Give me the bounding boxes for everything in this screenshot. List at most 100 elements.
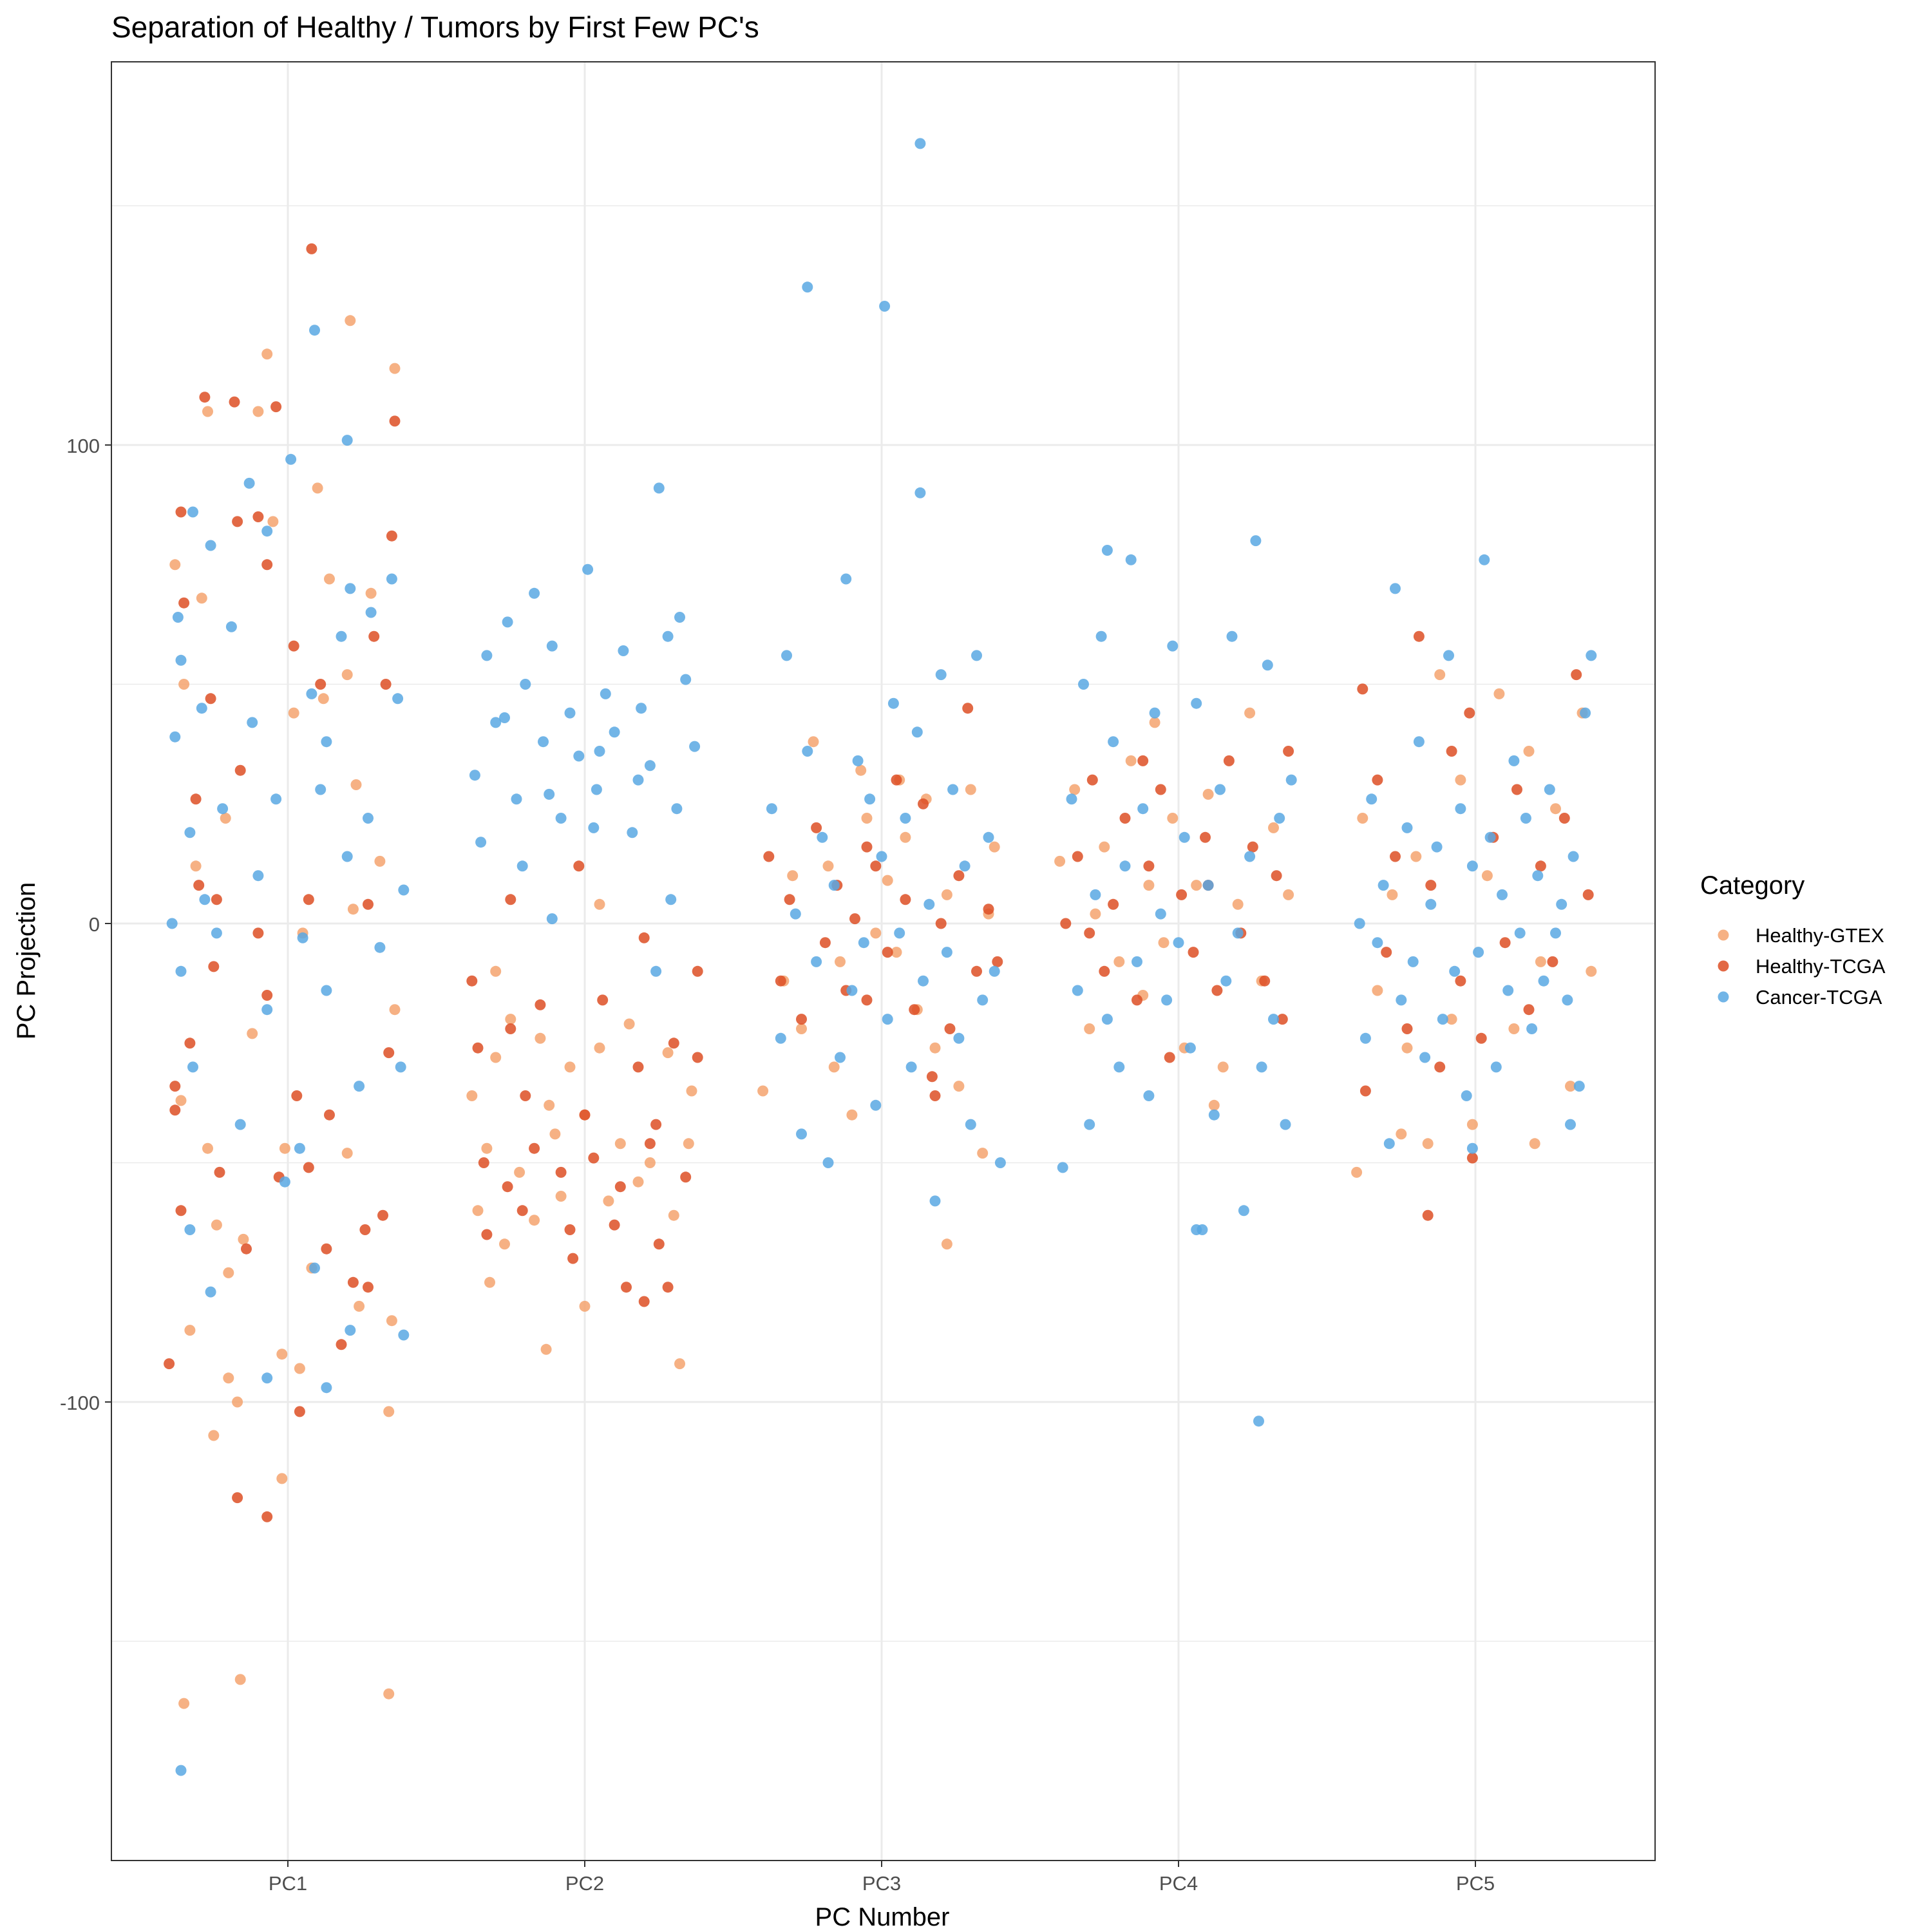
data-point-healthy-gtex <box>941 1238 952 1250</box>
data-point-healthy-gtex <box>668 1209 679 1221</box>
data-point-cancer-tcga <box>1161 994 1173 1006</box>
data-point-healthy-tcga <box>234 764 246 776</box>
data-point-cancer-tcga <box>876 851 887 862</box>
data-point-healthy-tcga <box>1390 851 1401 862</box>
data-point-cancer-tcga <box>345 1325 356 1336</box>
data-point-healthy-tcga <box>638 932 650 943</box>
data-point-cancer-tcga <box>1262 659 1273 671</box>
data-point-cancer-tcga <box>564 707 576 719</box>
data-point-cancer-tcga <box>481 650 493 661</box>
data-point-healthy-gtex <box>514 1166 526 1178</box>
data-point-cancer-tcga <box>172 612 184 623</box>
data-point-healthy-tcga <box>169 1081 181 1092</box>
data-point-cancer-tcga <box>321 1382 332 1394</box>
data-point-cancer-tcga <box>594 746 605 757</box>
data-point-cancer-tcga <box>852 755 864 766</box>
data-point-healthy-tcga <box>288 640 299 652</box>
data-point-healthy-gtex <box>989 841 1000 853</box>
data-point-healthy-tcga <box>900 894 911 905</box>
data-point-cancer-tcga <box>1132 956 1142 967</box>
data-point-cancer-tcga <box>1413 736 1425 748</box>
data-point-healthy-tcga <box>363 898 374 910</box>
data-point-cancer-tcga <box>285 453 297 465</box>
data-point-cancer-tcga <box>1473 947 1484 958</box>
data-point-healthy-tcga <box>1558 813 1570 824</box>
data-point-cancer-tcga <box>1072 985 1083 996</box>
data-point-cancer-tcga <box>1359 1032 1371 1044</box>
data-point-healthy-tcga <box>1108 898 1119 910</box>
data-point-healthy-tcga <box>336 1339 347 1350</box>
data-point-healthy-tcga <box>1247 841 1258 853</box>
data-point-healthy-tcga <box>261 990 273 1001</box>
data-point-cancer-tcga <box>989 965 1000 977</box>
data-point-healthy-gtex <box>1466 1119 1478 1130</box>
data-point-cancer-tcga <box>315 784 327 795</box>
data-point-cancer-tcga <box>1425 898 1437 910</box>
data-point-cancer-tcga <box>1253 1416 1264 1427</box>
data-point-healthy-tcga <box>692 1052 703 1063</box>
data-point-healthy-tcga <box>1223 755 1235 766</box>
data-point-cancer-tcga <box>252 870 264 882</box>
data-point-cancer-tcga <box>680 674 692 685</box>
data-point-healthy-gtex <box>1565 1081 1576 1092</box>
data-point-healthy-tcga <box>193 880 205 891</box>
data-point-healthy-tcga <box>1381 947 1392 958</box>
data-point-cancer-tcga <box>1520 813 1531 824</box>
data-point-cancer-tcga <box>1179 831 1190 843</box>
data-point-cancer-tcga <box>900 813 911 824</box>
x-axis-title: PC Number <box>815 1903 950 1931</box>
data-point-cancer-tcga <box>1191 697 1202 709</box>
data-point-cancer-tcga <box>392 693 404 705</box>
data-point-cancer-tcga <box>1101 1014 1113 1025</box>
data-point-healthy-tcga <box>291 1090 303 1101</box>
data-point-healthy-tcga <box>819 937 831 949</box>
data-point-healthy-gtex <box>1158 937 1170 949</box>
data-point-healthy-tcga <box>164 1358 175 1370</box>
x-tick-label: PC5 <box>1456 1872 1495 1895</box>
data-point-healthy-gtex <box>1401 1042 1413 1054</box>
data-point-healthy-gtex <box>891 947 902 958</box>
data-point-healthy-tcga <box>573 860 585 872</box>
data-point-healthy-gtex <box>208 1430 220 1441</box>
data-point-cancer-tcga <box>1490 1061 1502 1073</box>
data-point-healthy-tcga <box>1466 1152 1478 1164</box>
data-point-cancer-tcga <box>1526 1023 1538 1034</box>
data-point-healthy-gtex <box>1455 774 1466 786</box>
data-point-cancer-tcga <box>1208 1109 1220 1121</box>
data-point-healthy-gtex <box>977 1148 989 1159</box>
data-point-cancer-tcga <box>632 774 644 786</box>
data-point-healthy-tcga <box>1511 784 1522 795</box>
data-point-healthy-tcga <box>529 1142 540 1154</box>
data-point-healthy-tcga <box>516 1205 528 1217</box>
data-point-healthy-tcga <box>481 1229 493 1240</box>
data-point-healthy-tcga <box>315 679 327 690</box>
data-point-cancer-tcga <box>1066 793 1077 805</box>
data-point-healthy-tcga <box>303 894 314 905</box>
data-point-healthy-tcga <box>1475 1032 1487 1044</box>
data-point-healthy-gtex <box>614 1138 626 1150</box>
data-point-healthy-gtex <box>594 898 605 910</box>
data-point-cancer-tcga <box>1437 1014 1448 1025</box>
data-point-healthy-tcga <box>1143 860 1155 872</box>
data-point-cancer-tcga <box>261 1372 273 1384</box>
data-point-cancer-tcga <box>905 1061 917 1073</box>
data-point-healthy-gtex <box>1143 880 1155 891</box>
data-point-healthy-tcga <box>992 956 1003 967</box>
data-point-cancer-tcga <box>490 717 502 728</box>
data-point-healthy-gtex <box>1202 788 1214 800</box>
data-point-cancer-tcga <box>184 1224 196 1235</box>
data-point-healthy-gtex <box>238 1233 249 1245</box>
data-point-healthy-gtex <box>261 348 273 360</box>
data-point-cancer-tcga <box>1232 927 1244 939</box>
data-point-cancer-tcga <box>894 927 905 939</box>
data-point-cancer-tcga <box>644 760 656 772</box>
data-point-healthy-gtex <box>603 1195 614 1207</box>
data-point-cancer-tcga <box>1078 679 1089 690</box>
data-point-cancer-tcga <box>1484 831 1496 843</box>
data-point-healthy-tcga <box>363 1282 374 1293</box>
data-point-healthy-tcga <box>306 243 317 254</box>
data-point-healthy-gtex <box>1535 956 1546 967</box>
data-point-cancer-tcga <box>1401 822 1413 833</box>
data-point-cancer-tcga <box>935 669 947 681</box>
data-point-cancer-tcga <box>1550 927 1561 939</box>
